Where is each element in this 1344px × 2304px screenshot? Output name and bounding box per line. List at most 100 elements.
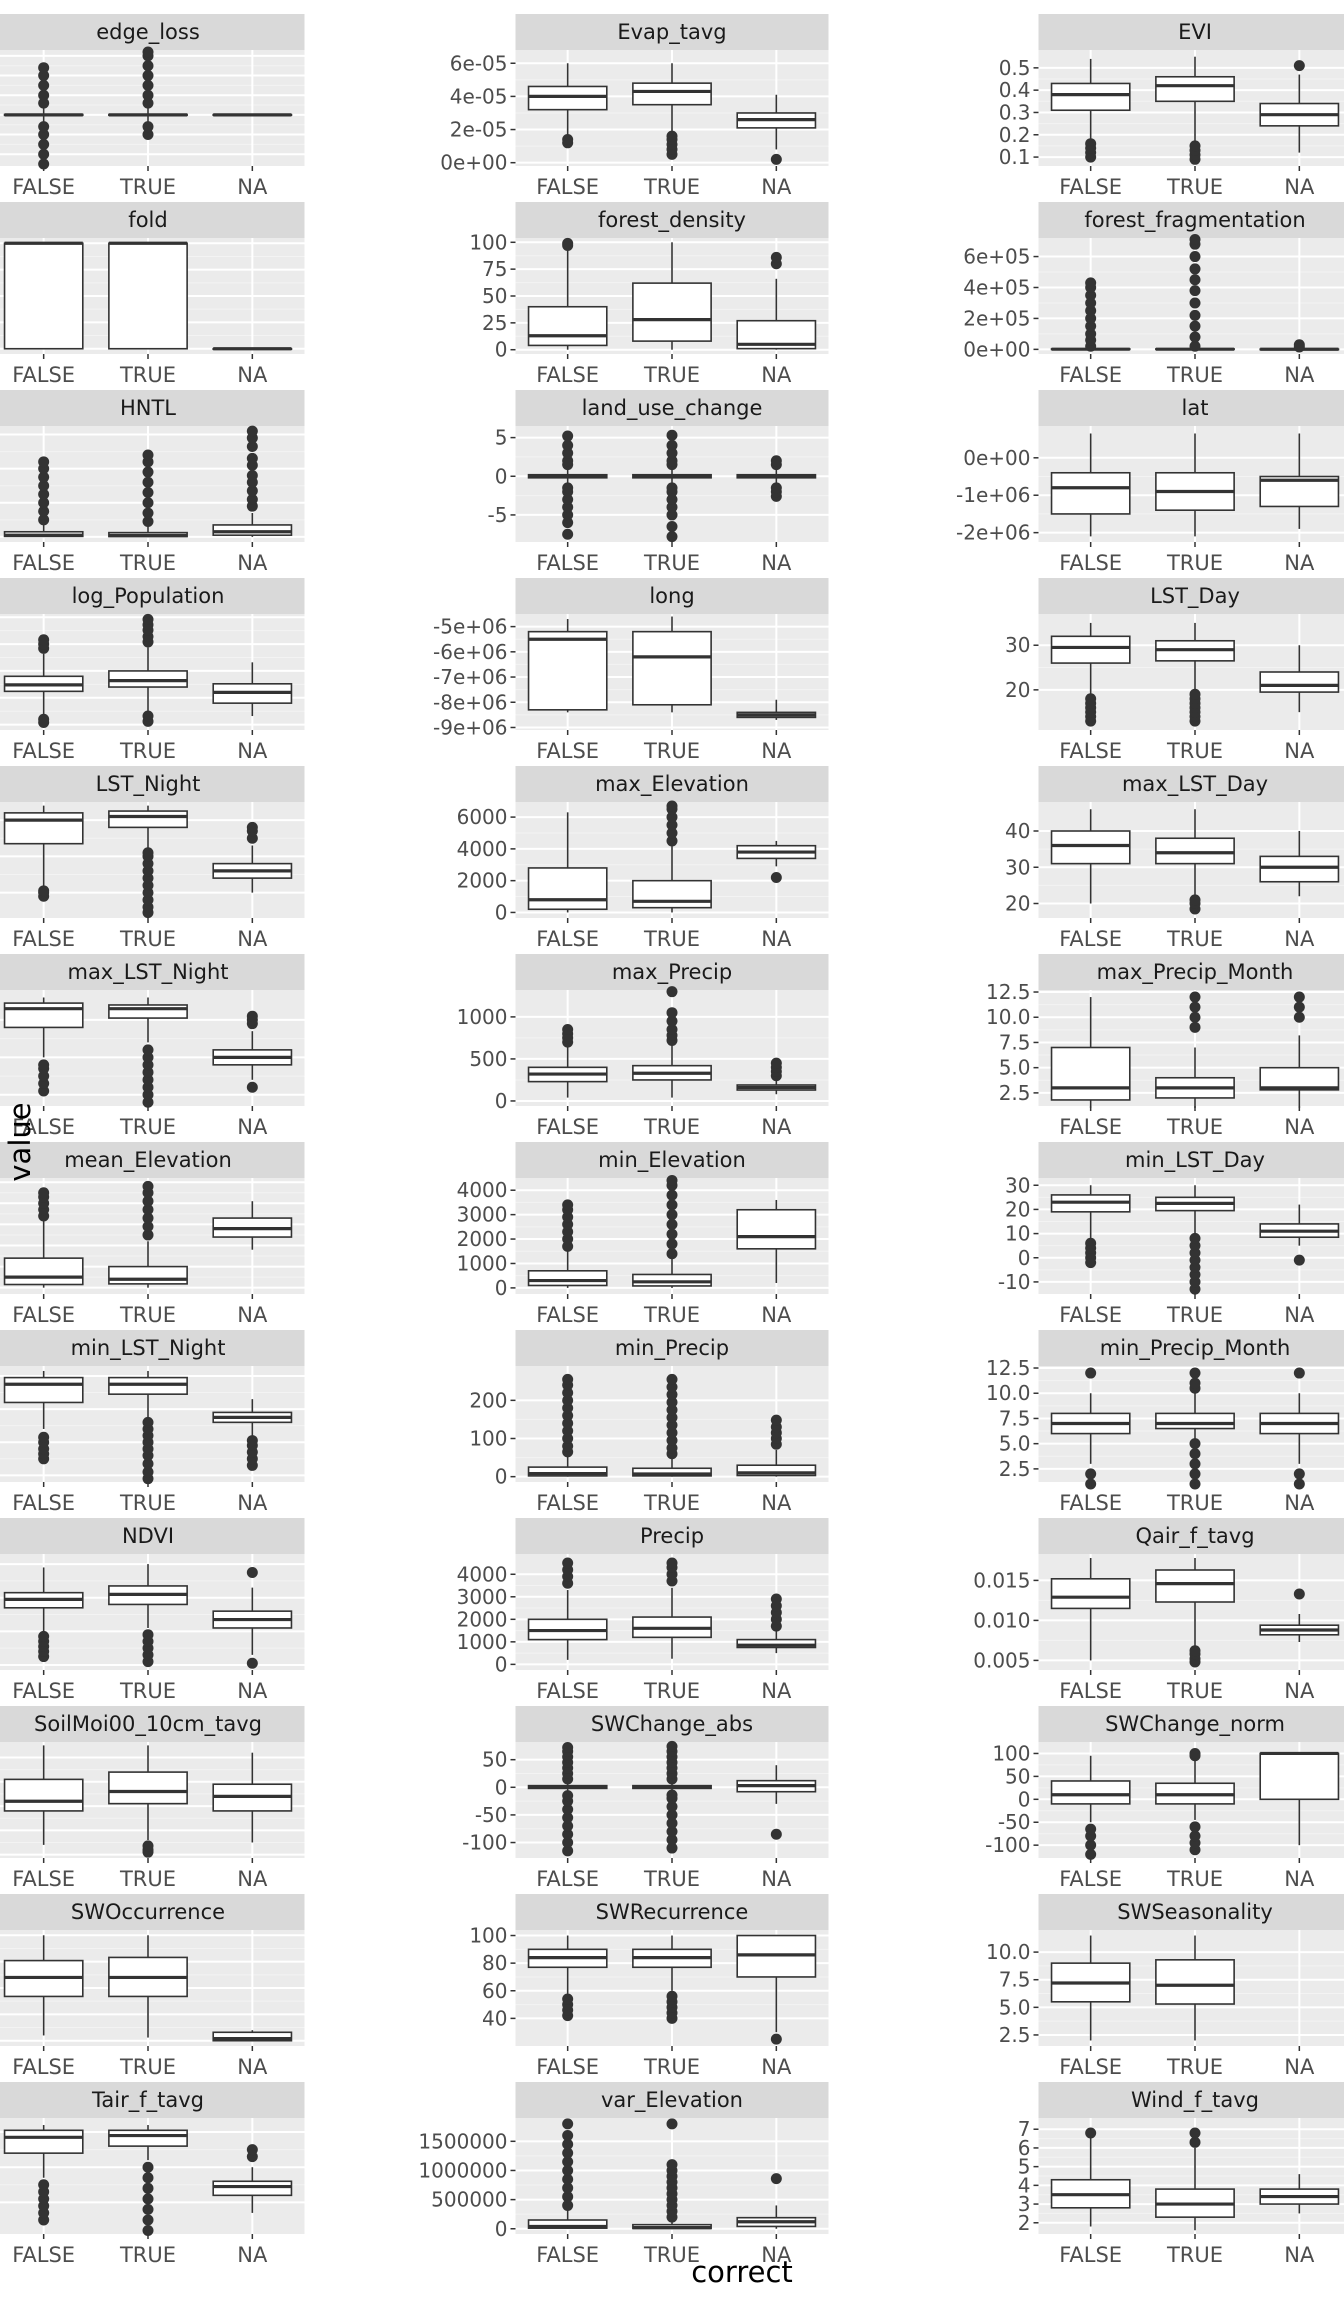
outlier-point [562,1387,574,1399]
box-iqr [3,1376,84,1404]
facet-max_Precip_Month: max_Precip_Month 2.55.07.510.012.5 FALSE TR… [986,954,1344,1139]
x-tick-label: NA [761,1303,792,1327]
outlier-point [1189,1830,1201,1842]
y-tick-label: 6e-05 [450,51,508,75]
outlier-point [38,505,50,517]
outlier-point [562,2191,574,2203]
outlier-point [1189,320,1201,332]
facet-title: forest_density [598,208,746,233]
facet-title: min_LST_Night [71,1336,226,1361]
x-tick-label: TRUE [1166,1491,1223,1515]
x-tick-label: FALSE [1059,363,1122,387]
facet-strip [1038,1706,1344,1742]
box-iqr [108,1265,188,1285]
outlier-point [770,455,782,467]
x-tick-label: FALSE [536,175,599,199]
outlier-point [1189,1232,1201,1244]
outlier-point [562,517,574,529]
outlier-point [1293,1254,1305,1266]
x-tick-label: TRUE [1166,2055,1223,2079]
box-NA [736,1934,817,2045]
outlier-point [38,480,50,492]
facet-title: SWRecurrence [596,1900,749,1924]
facet-title: SoilMoi00_10cm_tavg [34,1712,262,1737]
y-tick-label: 100 [469,230,507,254]
outlier-point [1293,1367,1305,1379]
facet-min_Precip_Month: min_Precip_Month 2.55.07.510.012.5 FALSE TR… [986,1330,1344,1515]
y-tick-label: 20 [1005,678,1030,702]
outlier-point [1189,1367,1201,1379]
facet-title: log_Population [72,584,225,609]
outlier-point [1189,297,1201,309]
outlier-point [142,2224,154,2236]
box-FALSE [527,430,608,540]
y-tick-label: 2e+05 [963,306,1030,330]
x-tick-label: TRUE [643,1491,700,1515]
outlier-point [38,1059,50,1071]
outlier-point [142,79,154,91]
box-FALSE [1050,58,1131,163]
outlier-point [562,482,574,494]
outlier-point [246,1010,258,1022]
outlier-point [142,1466,154,1478]
y-tick-label: 2.5 [999,2023,1031,2047]
outlier-point [1189,331,1201,343]
outlier-point [1085,289,1097,301]
outlier-point [562,1557,574,1569]
outlier-point [142,516,154,528]
y-tick-label: 0.1 [999,145,1031,169]
facet-title: SWChange_norm [1105,1712,1285,1737]
x-tick-label: TRUE [643,1867,700,1891]
y-tick-label: 1000 [457,1251,508,1275]
outlier-point [562,528,574,540]
box-iqr [1050,635,1131,664]
x-tick-label: NA [237,2055,268,2079]
box-iqr [3,1257,84,1286]
y-tick-label: -5e+06 [433,615,507,639]
box-FALSE [3,1187,84,1288]
x-tick-label: FALSE [1059,927,1122,951]
outlier-point [666,531,678,543]
outlier-point [666,1809,678,1821]
outlier-point [246,1081,258,1093]
x-tick-label: TRUE [1166,1115,1223,1139]
box-TRUE [108,241,188,350]
facet-title: Tair_f_tavg [91,2088,204,2113]
y-tick-label: 1000 [457,1005,508,1029]
y-tick-label: 0.005 [973,1648,1030,1672]
facet-LST_Day: LST_Day 20 30 FALSE TRUE NA [1005,578,1344,763]
outlier-point [1189,234,1201,246]
box-iqr [527,1466,608,1477]
outlier-point [666,1015,678,1027]
x-tick-label: FALSE [12,1115,75,1139]
facet-title: max_Precip [612,960,732,985]
outlier-point [1189,894,1201,906]
box-iqr [1050,830,1131,865]
outlier-point [1085,1839,1097,1851]
facet-title: max_Precip_Month [1097,960,1294,985]
outlier-point [666,1396,678,1408]
outlier-point [562,1402,574,1414]
outlier-point [666,1174,678,1186]
outlier-point [38,148,50,160]
facet-strip [1038,14,1344,50]
outlier-point [142,2172,154,2184]
box-FALSE [3,456,84,538]
outlier-point [562,430,574,442]
y-tick-label: 0.5 [999,56,1031,80]
y-tick-label: 0 [1018,1246,1031,1270]
x-tick-label: NA [761,2055,792,2079]
facet-title: max_LST_Day [1122,772,1268,797]
x-tick-label: FALSE [536,1115,599,1139]
x-tick-label: NA [1284,1115,1315,1139]
outlier-point [666,501,678,513]
y-tick-label: -7e+06 [433,665,507,689]
outlier-point [1085,1823,1097,1835]
box-iqr [736,1464,817,1477]
x-tick-label: FALSE [1059,551,1122,575]
outlier-point [666,1825,678,1837]
outlier-point [562,2199,574,2211]
outlier-point [666,2159,678,2171]
facet-title: Qair_f_tavg [1135,1524,1254,1549]
